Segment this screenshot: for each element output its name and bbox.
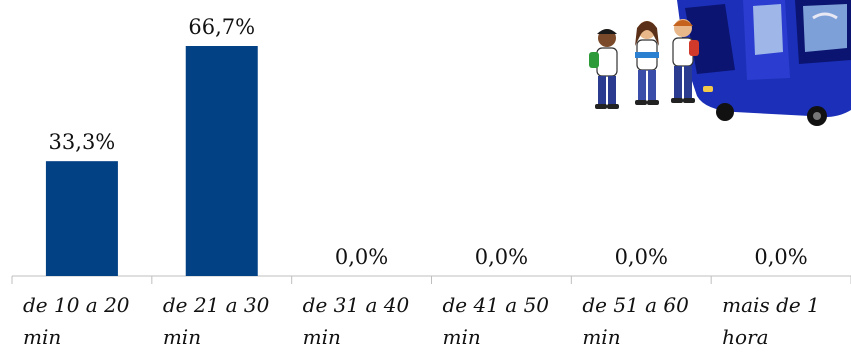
value-label: 66,7% (188, 15, 255, 39)
category-label: min (443, 325, 481, 349)
bar (45, 161, 118, 276)
value-label: 0,0% (335, 245, 388, 269)
category-label: min (23, 325, 61, 349)
value-label: 0,0% (754, 245, 807, 269)
value-label: 0,0% (615, 245, 668, 269)
bars-layer (45, 46, 258, 276)
category-label: min (303, 325, 341, 349)
bar (185, 46, 258, 276)
student-icon (671, 19, 699, 103)
student-icon (589, 29, 619, 109)
category-label: de 21 a 30 (163, 293, 270, 317)
category-label: hora (722, 325, 768, 349)
category-label: de 41 a 50 (443, 293, 550, 317)
category-label: min (163, 325, 201, 349)
students-bus-illustration (585, 0, 851, 135)
student-icon (635, 21, 659, 105)
bus-icon (677, 0, 851, 126)
value-labels-layer: 33,3% 66,7% 0,0% 0,0% 0,0% 0,0% (49, 15, 808, 269)
value-label: 0,0% (475, 245, 528, 269)
category-labels-layer: de 10 a 20 min de 21 a 30 min de 31 a 40 min d… (23, 293, 820, 349)
axis-layer (11, 275, 851, 284)
category-label: de 51 a 60 (582, 293, 689, 317)
value-label: 33,3% (49, 130, 116, 154)
category-label: de 10 a 20 (23, 293, 130, 317)
category-label: de 31 a 40 (303, 293, 410, 317)
category-label: mais de 1 (722, 293, 820, 317)
category-label: min (582, 325, 620, 349)
